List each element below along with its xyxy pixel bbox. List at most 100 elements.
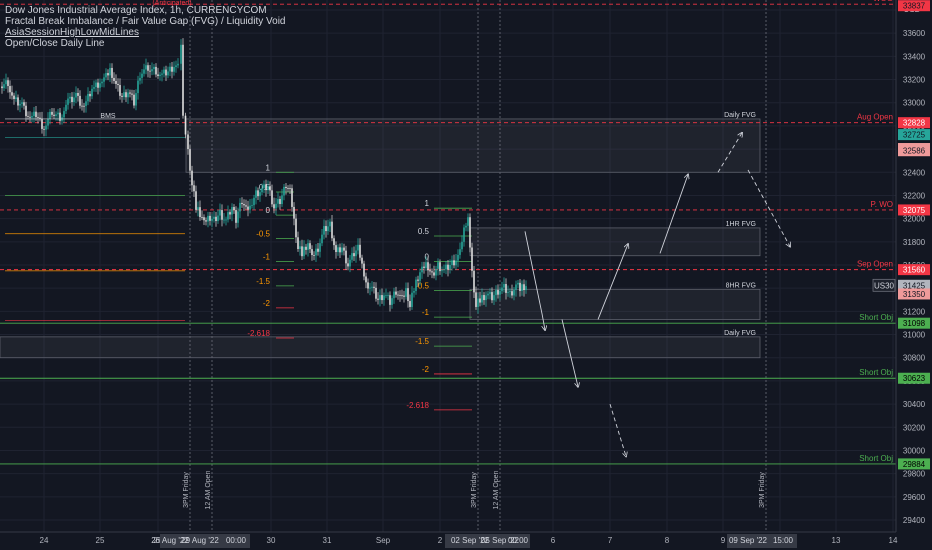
candle-body bbox=[163, 69, 165, 74]
candle-body bbox=[205, 220, 207, 222]
candle-body bbox=[443, 269, 445, 271]
fvg-zone-label: 1HR FVG bbox=[726, 221, 756, 228]
level-tag-bg bbox=[898, 117, 930, 129]
candle-body bbox=[329, 221, 331, 227]
candle-body bbox=[21, 102, 23, 104]
candle-body bbox=[103, 77, 105, 82]
time-tick-label: 13 bbox=[832, 536, 841, 545]
candle-body bbox=[385, 295, 387, 297]
fvg-zone-label: 8HR FVG bbox=[726, 282, 756, 289]
candle-body bbox=[105, 73, 107, 78]
candle-body bbox=[275, 203, 277, 209]
candle-body bbox=[243, 204, 245, 206]
candle-body bbox=[123, 92, 125, 97]
projection-arrow bbox=[609, 403, 626, 456]
candle-body bbox=[341, 247, 343, 253]
candle-body bbox=[113, 77, 115, 81]
candle-body bbox=[321, 234, 323, 244]
candle-body bbox=[387, 295, 389, 297]
candle-body bbox=[369, 287, 371, 289]
price-tick-label: 29600 bbox=[903, 493, 926, 502]
candle-body bbox=[227, 212, 229, 220]
time-tick-label: Sep bbox=[376, 536, 391, 545]
candle-body bbox=[253, 197, 255, 206]
candle-body bbox=[447, 264, 449, 270]
candle-body bbox=[137, 80, 139, 94]
candle-body bbox=[375, 287, 377, 299]
fvg-zone-label: Daily FVG bbox=[724, 330, 756, 337]
time-highlight-bg bbox=[160, 534, 250, 548]
key-level-label: WOG bbox=[873, 0, 893, 3]
candle-body bbox=[53, 114, 55, 116]
candle-body bbox=[365, 276, 367, 283]
session-label: 3PM Friday bbox=[183, 472, 190, 508]
time-tick-label: 24 bbox=[40, 536, 49, 545]
time-highlight-label: 09 Sep '22 bbox=[729, 536, 768, 545]
candle-body bbox=[125, 92, 127, 98]
level-tag-bg bbox=[898, 264, 930, 276]
candle-body bbox=[127, 92, 129, 98]
candle-body bbox=[347, 263, 349, 267]
candle-body bbox=[427, 262, 429, 271]
candle-body bbox=[281, 195, 283, 205]
candle-body bbox=[353, 253, 355, 257]
candle-body bbox=[229, 212, 231, 215]
candle-body bbox=[43, 128, 45, 130]
candle-body bbox=[63, 111, 65, 118]
candle-body bbox=[203, 217, 205, 221]
candle-body bbox=[503, 284, 505, 288]
candle-body bbox=[261, 188, 263, 193]
price-axis: USD2940029600298003000030200304003060030… bbox=[895, 0, 932, 550]
price-tag-text: 32586 bbox=[903, 147, 926, 156]
candle-body bbox=[451, 260, 453, 265]
candle-body bbox=[199, 207, 201, 218]
time-tick-label: 8 bbox=[665, 536, 670, 545]
candle-body bbox=[5, 80, 7, 85]
bms-label: BMS bbox=[100, 113, 116, 120]
candle-body bbox=[245, 205, 247, 207]
legend-title[interactable]: Dow Jones Industrial Average Index, 1h, … bbox=[5, 5, 267, 16]
candle-body bbox=[311, 249, 313, 256]
candle-body bbox=[505, 284, 507, 293]
time-highlight-bg bbox=[727, 534, 797, 548]
price-tag-text: 32725 bbox=[903, 131, 926, 140]
candle-body bbox=[153, 66, 155, 70]
key-level-label: Short Obj bbox=[859, 313, 893, 322]
candle-body bbox=[367, 282, 369, 289]
price-tick-label: 33600 bbox=[903, 29, 926, 38]
candle-body bbox=[121, 95, 123, 97]
candle-body bbox=[65, 104, 67, 112]
candle-body bbox=[417, 279, 419, 281]
price-tick-label: 29800 bbox=[903, 470, 926, 479]
candle-body bbox=[111, 67, 113, 78]
price-tag-text: 31425 bbox=[903, 281, 926, 290]
candle-body bbox=[3, 84, 5, 89]
legend-indicator-open-close[interactable]: Open/Close Daily Line bbox=[5, 38, 105, 49]
candle-body bbox=[197, 207, 199, 210]
candle-body bbox=[269, 186, 271, 191]
candle-body bbox=[463, 227, 465, 242]
candle-body bbox=[99, 83, 101, 88]
candle-body bbox=[55, 114, 57, 116]
time-tick-label: 6 bbox=[551, 536, 556, 545]
candle-body bbox=[237, 211, 239, 223]
candle-body bbox=[461, 241, 463, 250]
anticipated-label: (Anticipated) bbox=[152, 0, 191, 7]
candle-body bbox=[95, 82, 97, 88]
price-tick-label: 33200 bbox=[903, 76, 926, 85]
fib-label: 0.5 bbox=[418, 227, 430, 236]
candle-body bbox=[23, 102, 25, 106]
candle-body bbox=[180, 44, 182, 64]
candle-body bbox=[467, 217, 469, 226]
fib-label: -1 bbox=[263, 253, 271, 262]
candle-body bbox=[81, 105, 83, 107]
legend-indicator-fvg[interactable]: Fractal Break Imbalance / Fair Value Gap… bbox=[5, 16, 286, 27]
fib-label: -0.5 bbox=[256, 229, 270, 238]
legend-indicator-asia[interactable]: AsiaSessionHighLowMidLines bbox=[5, 27, 139, 38]
candle-body bbox=[411, 292, 413, 307]
time-highlight-label: 00:00 bbox=[226, 536, 247, 545]
candle-body bbox=[263, 184, 265, 189]
candle-body bbox=[29, 116, 31, 118]
candle-body bbox=[235, 210, 237, 223]
